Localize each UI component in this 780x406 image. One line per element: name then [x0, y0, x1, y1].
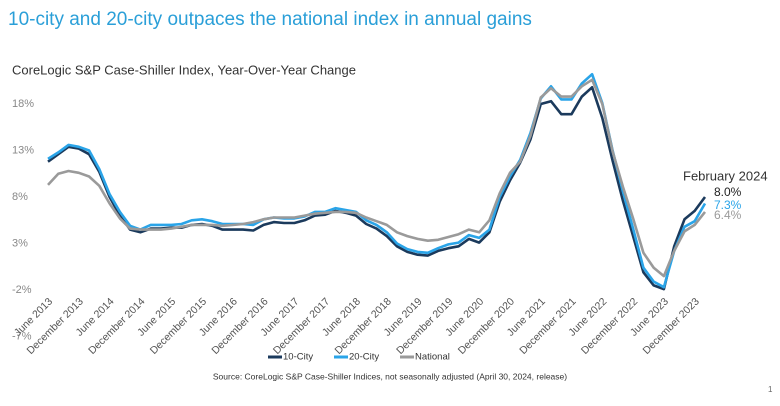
y-tick-label: 8%: [12, 191, 28, 203]
chart-title: 10-city and 20-city outpaces the nationa…: [8, 9, 532, 30]
legend-label: 10-City: [283, 352, 313, 363]
chart-subtitle: CoreLogic S&P Case-Shiller Index, Year-O…: [12, 62, 356, 77]
y-tick-label: -7%: [12, 330, 32, 342]
annotation: February 2024: [683, 168, 768, 183]
series-line: [47, 78, 707, 278]
legend-label: National: [415, 352, 450, 363]
y-tick-label: 3%: [12, 237, 28, 249]
page-number: 1: [768, 385, 773, 394]
y-tick-label: 18%: [12, 98, 34, 110]
legend-label: 20-City: [349, 352, 379, 363]
series-line: [47, 72, 707, 289]
source: Source: CoreLogic S&P Case-Shiller Indic…: [213, 371, 567, 381]
y-tick-label: -2%: [12, 284, 32, 296]
y-tick-label: 13%: [12, 144, 34, 156]
value-label: 8.0%: [714, 185, 742, 199]
value-label: 6.4%: [714, 208, 742, 222]
legend: 10-City 20-City National: [268, 352, 450, 363]
x-tick-label: December 2023: [641, 295, 702, 356]
value-label: 7.3%: [714, 198, 742, 212]
